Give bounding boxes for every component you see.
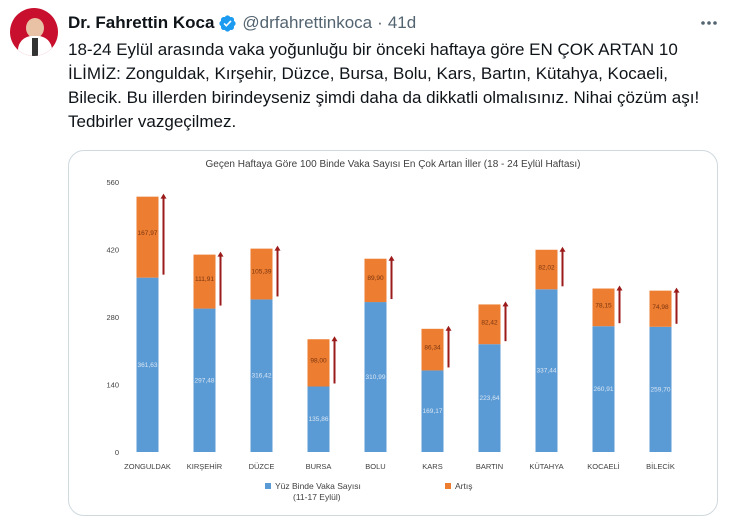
- bar-orange: [421, 328, 444, 371]
- bar-orange: [478, 304, 501, 345]
- tweet-text: 18-24 Eylül arasında vaka yoğunluğu bir …: [68, 40, 700, 131]
- y-tick-label: 140: [106, 381, 119, 390]
- bar-blue: [478, 344, 501, 452]
- separator-dot: ·: [377, 13, 383, 32]
- x-category-label: BURSA: [306, 462, 332, 471]
- bar-blue: [592, 326, 615, 452]
- y-tick-label: 560: [106, 178, 119, 187]
- increase-arrow-head: [445, 325, 452, 331]
- increase-arrow-head: [616, 285, 623, 291]
- author-name[interactable]: Dr. Fahrettin Koca: [68, 13, 215, 32]
- x-category-label: KIRŞEHİR: [187, 462, 223, 471]
- bar-value-label-orange: 82,42: [481, 319, 498, 326]
- x-category-label: BARTIN: [476, 462, 503, 471]
- tweet-header: Dr. Fahrettin Koca @drfahrettinkoca · 41…: [68, 12, 416, 34]
- bar-value-label-orange: 89,90: [367, 275, 384, 282]
- x-category-label: KOCAELİ: [587, 462, 620, 471]
- bar-value-label-orange: 98,00: [310, 358, 327, 365]
- increase-arrow-head: [673, 287, 680, 293]
- x-category-label: ZONGULDAK: [124, 462, 171, 471]
- increase-arrow-head: [217, 251, 224, 257]
- increase-arrow-head: [160, 193, 167, 199]
- author-avatar[interactable]: [10, 8, 58, 56]
- bar-blue: [649, 326, 672, 452]
- bar-blue: [421, 370, 444, 452]
- bar-orange: [364, 258, 387, 303]
- bar-value-label-blue: 223,64: [480, 395, 500, 402]
- bar-orange: [307, 339, 330, 387]
- y-tick-label: 280: [106, 313, 119, 322]
- increase-arrow-head: [331, 336, 338, 342]
- bar-value-label-orange: 86,34: [424, 345, 441, 352]
- bar-value-label-orange: 167,97: [138, 230, 158, 237]
- bar-blue: [136, 277, 159, 452]
- bar-value-label-blue: 260,91: [594, 386, 614, 393]
- legend-label-orange: Artış: [455, 481, 472, 491]
- x-category-label: DÜZCE: [249, 462, 275, 471]
- bar-orange: [535, 249, 558, 290]
- bar-value-label-blue: 337,44: [537, 368, 557, 375]
- legend-label-blue-line1: Yüz Binde Vaka Sayısı: [275, 481, 361, 491]
- increase-arrow-head: [274, 245, 281, 251]
- x-category-label: KARS: [422, 462, 442, 471]
- x-category-label: KÜTAHYA: [529, 462, 563, 471]
- avatar-tie: [32, 38, 38, 56]
- y-tick-label: 420: [106, 246, 119, 255]
- bar-value-label-blue: 297,48: [195, 377, 215, 384]
- chart-legend: Yüz Binde Vaka Sayısı (11-17 Eylül) Artı…: [265, 481, 472, 502]
- bar-value-label-orange: 82,02: [538, 265, 555, 272]
- bar-blue: [193, 308, 216, 452]
- bar-orange: [649, 290, 672, 327]
- bar-value-label-blue: 169,17: [423, 408, 443, 415]
- x-category-label: BİLECİK: [646, 462, 675, 471]
- y-tick-label: 0: [115, 448, 119, 457]
- bar-blue: [364, 302, 387, 452]
- bar-value-label-blue: 316,42: [252, 373, 272, 380]
- bar-value-label-orange: 105,39: [252, 268, 272, 275]
- x-category-label: BOLU: [365, 462, 385, 471]
- legend-label-blue-line2: (11-17 Eylül): [293, 492, 341, 502]
- bar-value-label-blue: 135,86: [309, 416, 329, 423]
- bar-orange: [136, 196, 159, 278]
- legend-swatch-orange: [445, 483, 451, 489]
- bar-value-label-orange: 78,15: [595, 302, 612, 309]
- verified-badge-icon: [219, 14, 237, 32]
- avatar-face: [26, 18, 44, 38]
- chart-image-card[interactable]: Geçen Haftaya Göre 100 Binde Vaka Sayısı…: [68, 150, 718, 516]
- legend-swatch-blue: [265, 483, 271, 489]
- bar-value-label-orange: 111,91: [195, 276, 214, 283]
- increase-arrow-head: [502, 301, 509, 307]
- bar-orange: [193, 254, 216, 309]
- bar-blue: [535, 289, 558, 452]
- more-options-icon[interactable]: [694, 8, 724, 38]
- increase-arrow-head: [559, 246, 566, 252]
- bar-chart: Geçen Haftaya Göre 100 Binde Vaka Sayısı…: [106, 157, 680, 502]
- bar-value-label-blue: 361,63: [138, 362, 158, 369]
- bar-blue: [250, 299, 273, 452]
- bar-value-label-blue: 259,70: [651, 386, 671, 393]
- increase-arrow-head: [388, 255, 395, 261]
- bar-orange: [250, 248, 273, 300]
- chart-title: Geçen Haftaya Göre 100 Binde Vaka Sayısı…: [206, 157, 581, 170]
- bar-value-label-orange: 74,98: [652, 304, 669, 311]
- author-handle[interactable]: @drfahrettinkoca: [242, 13, 373, 32]
- bar-blue: [307, 386, 330, 452]
- tweet-time[interactable]: 41d: [387, 13, 417, 32]
- bar-value-label-blue: 310,99: [366, 374, 386, 381]
- bar-orange: [592, 288, 615, 327]
